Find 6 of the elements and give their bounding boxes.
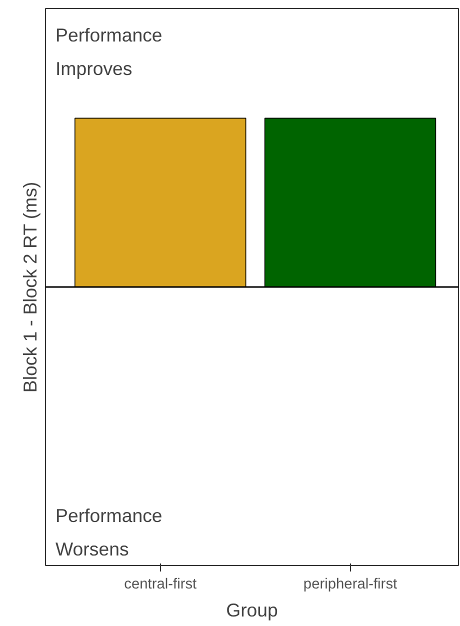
y-axis-title: Block 1 - Block 2 RT (ms) — [20, 182, 40, 393]
text: Performance Worsens — [56, 504, 162, 560]
x-tick-label: central-first — [124, 576, 197, 592]
x-tick-label: peripheral-first — [303, 576, 398, 592]
x-axis-title: Group — [226, 600, 278, 620]
text: Performance Improves — [56, 24, 162, 80]
